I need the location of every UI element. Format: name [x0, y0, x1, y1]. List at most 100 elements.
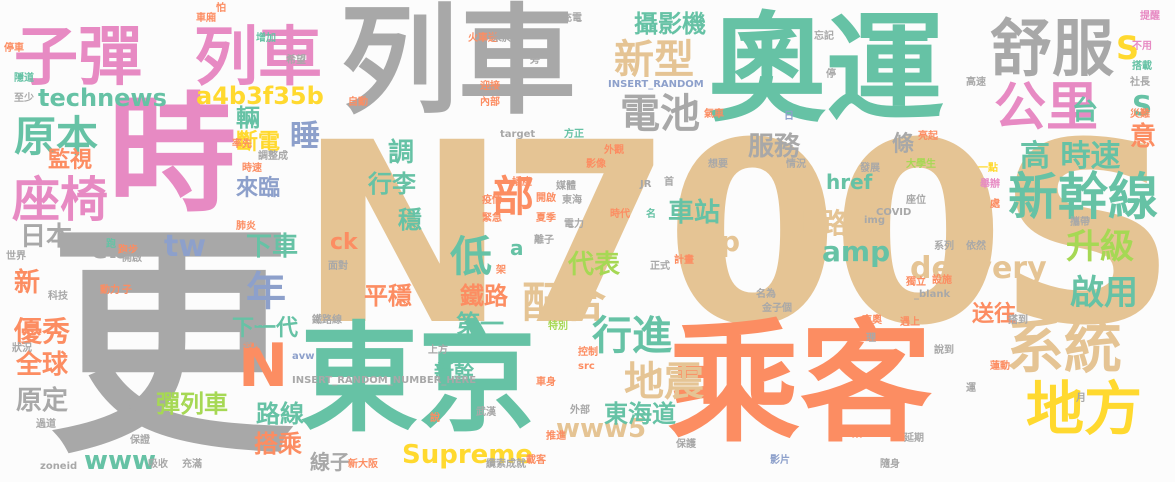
word-small: 動力 — [100, 285, 120, 296]
word-small: 成就 — [506, 459, 526, 470]
word-xinxing: 新型 — [614, 37, 694, 83]
word-small: 外部 — [570, 405, 590, 416]
word-s-yellow: S — [1116, 29, 1140, 67]
word-small: 至少 — [14, 93, 34, 104]
word-lieche-pink: 列車 — [194, 21, 322, 95]
word-small: 氣車 — [704, 109, 724, 120]
word-dizhen: 地震 — [624, 359, 704, 405]
word-jianshi: 監視 — [48, 148, 93, 173]
word-shanglu: 上路 — [792, 207, 849, 240]
word-small: 隱道 — [14, 73, 34, 84]
word-small: 系列 — [934, 241, 954, 252]
word-small: 車身 — [536, 377, 556, 388]
word-small: 狀況 — [12, 343, 32, 354]
word-xiache: 下車 — [246, 232, 299, 262]
word-small: 調整成 — [258, 151, 288, 162]
word-shi: 時 — [108, 81, 237, 230]
word-daibiao: 代表 — [568, 250, 621, 280]
word-dacheng: 搭乘 — [254, 430, 302, 458]
word-small: 開啟 — [122, 253, 142, 264]
word-geng: 更 — [48, 202, 293, 482]
word-small: 怕 — [216, 3, 226, 14]
word-small: 東奧 — [862, 315, 882, 326]
word-difang: 地方 — [1026, 375, 1143, 443]
word-qiyong: 啟用 — [1070, 273, 1138, 313]
word-small: 停車 — [4, 43, 24, 54]
word-small: 遇上 — [900, 317, 920, 328]
word-tiao: 調 — [388, 138, 415, 168]
word-quanqiu: 全球 — [16, 350, 69, 380]
word-small: 說 — [430, 413, 440, 424]
word-small: 大學生 — [906, 159, 936, 170]
word-small: 保護 — [676, 439, 696, 450]
word-small: img — [864, 215, 886, 226]
word-small: 影片 — [770, 455, 790, 466]
word-delivery: delivery — [910, 251, 1047, 286]
word-yuanding: 原定 — [16, 386, 69, 416]
word-small: 金子個 — [762, 303, 792, 314]
word-small: 提醒 — [1140, 11, 1160, 22]
word-bu: 部 — [492, 172, 535, 221]
word-shufu: 舒服 — [990, 12, 1115, 85]
word-small: 子 — [122, 285, 132, 296]
word-duandian: 斷電 — [236, 130, 281, 155]
word-small: 感覺 — [242, 339, 262, 350]
word-gao-shisu: 高 時速 — [1020, 139, 1121, 174]
word-small: 設施 — [932, 275, 952, 286]
word-donghaidao: 東海道 — [604, 400, 676, 428]
word-xitong: 系統 — [1006, 313, 1123, 381]
word-small: 方正 — [564, 129, 584, 140]
word-small: _blank — [914, 289, 951, 300]
word-xingjin: 行進 — [592, 313, 672, 359]
word-small: target — [500, 129, 536, 140]
word-small: 車廂 — [196, 13, 216, 24]
word-a: a — [510, 236, 524, 260]
word-tielu: 鐵路 — [460, 282, 508, 310]
word-small: 鐵路線 — [312, 315, 342, 326]
word-diyi: 第一 — [456, 310, 504, 338]
word-small: 不用 — [1132, 41, 1152, 52]
word-small: 面對 — [328, 261, 348, 272]
word-a4b3f35b: a4b3f35b — [196, 82, 324, 110]
word-small: 夏季 — [536, 213, 556, 224]
word-small: 疫情 — [482, 195, 502, 206]
word-small: 首 — [664, 177, 674, 188]
word-tai: 台 — [1072, 96, 1099, 126]
word-small: 說到 — [934, 345, 954, 356]
word-small: 媒體 — [556, 181, 576, 192]
word-technews: technews — [38, 84, 167, 112]
word-small: avw — [292, 351, 315, 362]
word-ck: ck — [330, 230, 358, 255]
word-s-green: S — [1132, 89, 1153, 122]
word-small: 肺炎 — [236, 221, 256, 232]
word-xin: 新 — [14, 268, 41, 298]
word-pingwen: 平穩 — [364, 282, 412, 310]
word-wen: 穩 — [398, 206, 422, 234]
word-small: 社長 — [1130, 77, 1150, 88]
word-shui: 睡 — [290, 119, 320, 154]
word-php: php — [680, 225, 741, 258]
word-small: 名為 — [756, 289, 776, 300]
word-small: 理 — [866, 333, 876, 344]
word-small: 依然 — [966, 241, 986, 252]
word-small: INSERT_RANDOM_NUMBER_HERE — [292, 375, 477, 386]
word-xingli: 行李 — [368, 170, 416, 198]
word-small: 上方 — [428, 345, 448, 356]
word-small: 隨身 — [880, 459, 900, 470]
word-small: 保證 — [130, 435, 150, 446]
word-small: 特別 — [548, 321, 568, 332]
word-small: 跑 — [106, 239, 116, 250]
word-small: 鼻 — [256, 317, 266, 328]
word-small: 充電 — [562, 13, 582, 24]
word-small: 搭到 — [1008, 315, 1028, 326]
word-www: www — [84, 446, 157, 476]
word-small: 充滿 — [182, 459, 202, 470]
word-small: 搭載 — [1132, 61, 1152, 72]
word-danlieche: 彈列車 — [156, 390, 228, 418]
word-di: 低 — [450, 232, 493, 281]
word-small: 日 — [784, 111, 794, 122]
word-small: src — [578, 361, 595, 372]
word-href: href — [826, 170, 873, 194]
word-riben: 日本 — [20, 222, 73, 252]
word-small: 新大阪 — [348, 459, 378, 470]
